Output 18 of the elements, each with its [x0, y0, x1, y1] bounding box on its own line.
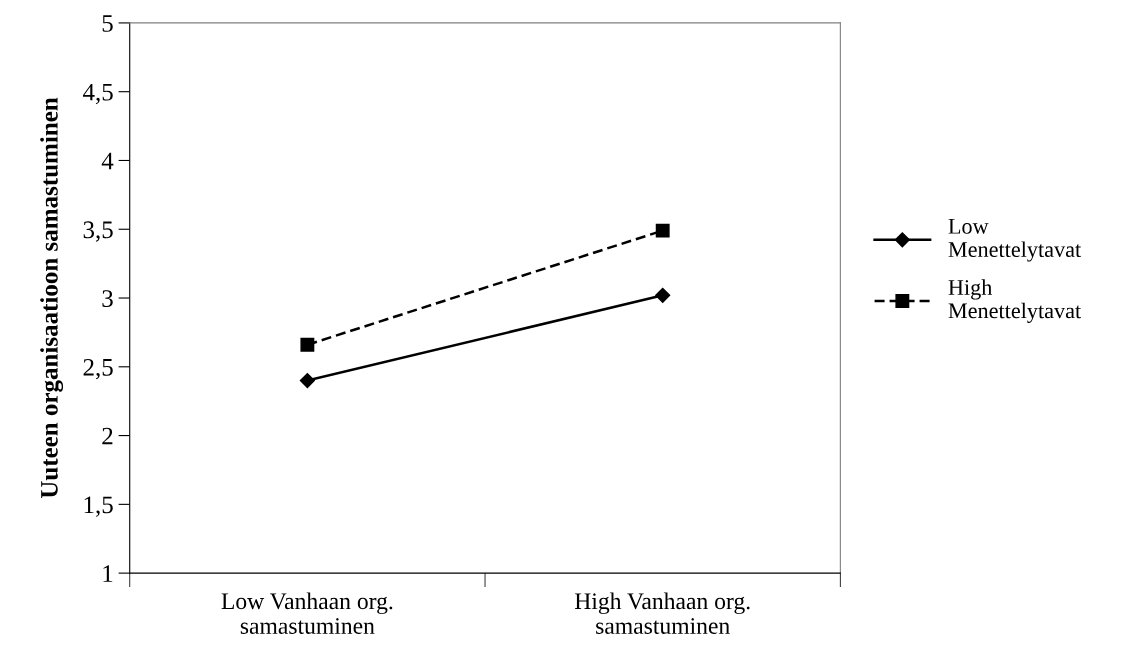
y-tick-label: 3,5 — [83, 221, 113, 242]
point — [655, 223, 670, 238]
y-tick-label: 5 — [102, 15, 113, 32]
legend-label: High Menettelytavat — [948, 279, 1082, 323]
y-tick-label: 2 — [102, 427, 113, 445]
y-axis-title: Uuteen organisaatioon samastuminen — [40, 97, 64, 499]
point — [655, 287, 671, 303]
x-tick-label: Low Vanhaan org. samastuminen — [221, 592, 393, 634]
point — [299, 372, 315, 389]
y-tick-label: 2,5 — [83, 358, 113, 380]
legend-label: Low Menettelytavat — [948, 219, 1082, 262]
x-tick-label: High Vanhaan org. samastuminen — [574, 592, 750, 634]
point — [300, 337, 315, 352]
y-tick-label: 4,5 — [82, 83, 113, 105]
y-tick-label: 1,5 — [84, 496, 113, 517]
y-tick-label: 1 — [103, 565, 113, 582]
y-tick-label: 3 — [102, 290, 113, 307]
y-tick-label: 4 — [101, 152, 114, 170]
